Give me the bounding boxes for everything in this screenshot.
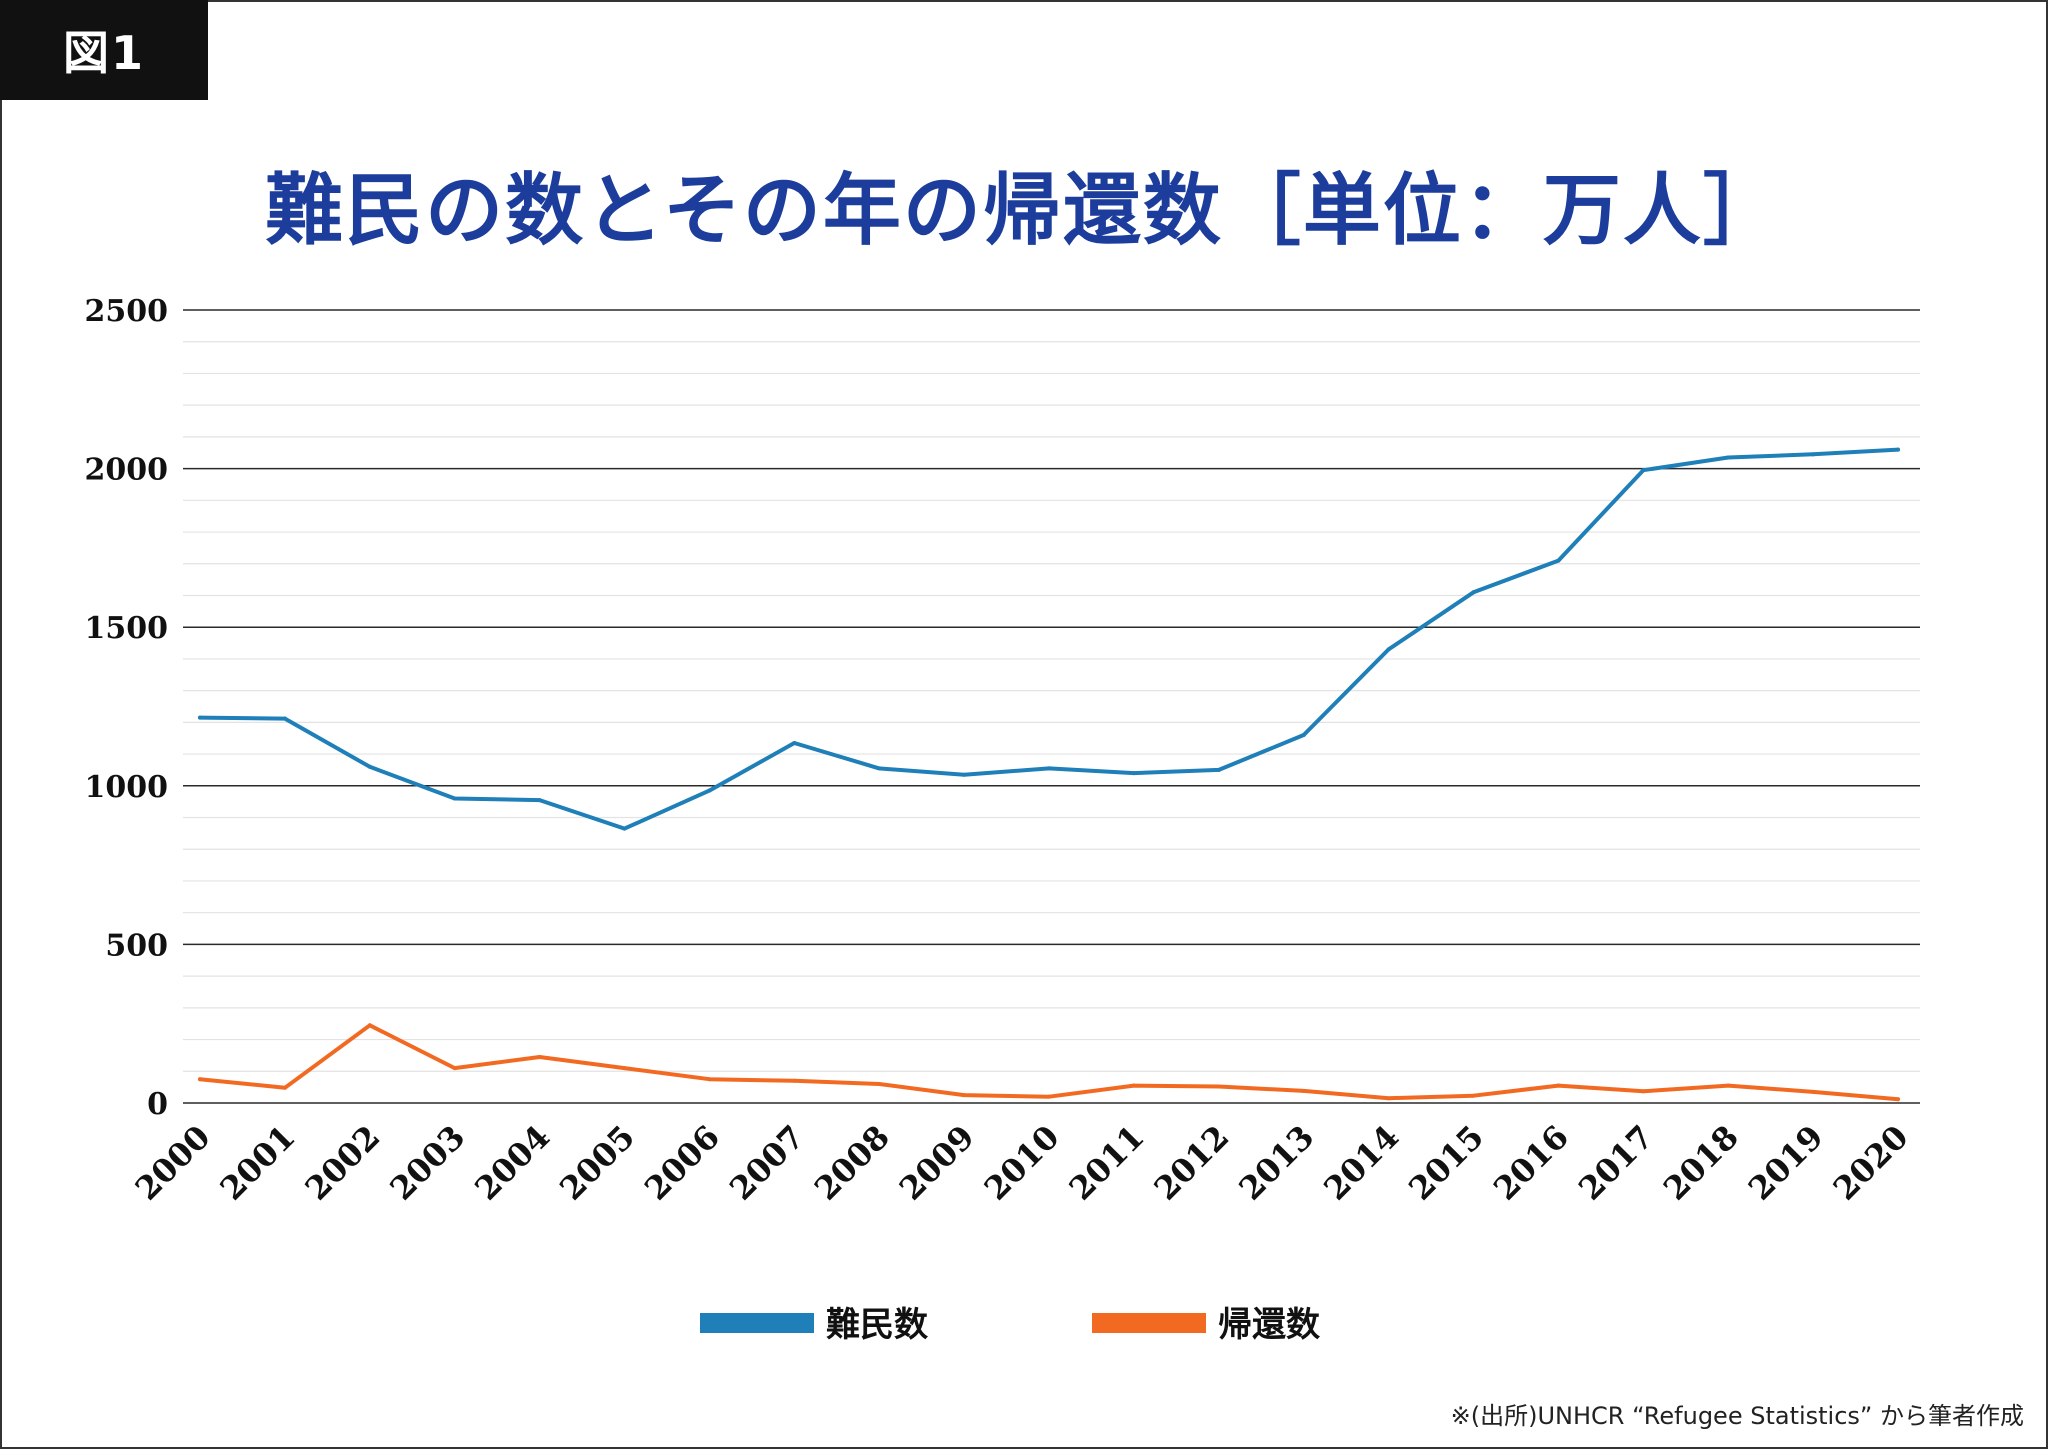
data-point [367,764,372,769]
data-point [1896,1097,1900,1102]
data-point [962,1093,967,1098]
data-point [1556,1083,1561,1088]
x-tick-label: 2004 [467,1118,557,1208]
data-point [1896,447,1900,452]
data-point [1726,455,1731,460]
data-point [1216,1084,1221,1089]
x-tick-label: 2003 [383,1118,473,1208]
data-point [1811,1089,1816,1094]
x-tick-label: 2018 [1656,1118,1746,1208]
x-tick-label: 2001 [213,1118,303,1208]
data-point [1047,766,1051,771]
data-point [792,1078,797,1083]
data-point [1386,1096,1391,1101]
data-point [367,1023,372,1028]
y-tick-label: 2500 [85,294,169,329]
x-tick-label: 2009 [892,1118,982,1208]
y-tick-label: 1000 [85,770,169,805]
x-tick-label: 2000 [128,1118,218,1208]
data-point [1216,767,1221,772]
data-point [1641,1089,1646,1094]
x-axis-ticks: 2000200120022003200420052006200720082009… [128,1118,1916,1208]
data-point [1131,1083,1136,1088]
source-note: ※(出所)UNHCR “Refugee Statistics” から筆者作成 [1450,1402,2024,1430]
data-point [1811,452,1816,457]
x-tick-label: 2008 [807,1118,897,1208]
x-tick-label: 2005 [552,1118,642,1208]
gridlines [183,309,1920,1104]
legend-label: 帰還数 [1218,1305,1320,1345]
data-point [877,766,882,771]
x-tick-label: 2017 [1571,1118,1661,1208]
legend-swatch [1092,1313,1206,1333]
legend: 難民数 帰還数 [700,1305,1320,1345]
x-tick-label: 2002 [298,1118,388,1208]
data-point [198,715,202,720]
x-tick-label: 2019 [1741,1118,1831,1208]
data-point [452,796,457,801]
data-point [1556,558,1561,563]
data-point [622,1066,627,1071]
data-point [282,1085,287,1090]
series-line-2 [198,1023,1900,1102]
data-point [198,1077,202,1082]
series-lines [198,447,1900,1102]
data-point [1471,1093,1476,1098]
x-tick-label: 2007 [722,1118,812,1208]
series-line-1 [198,447,1900,831]
data-point [537,798,542,803]
x-tick-label: 2010 [977,1118,1067,1208]
data-point [707,788,712,793]
data-point [1641,468,1646,473]
data-point [1301,1088,1306,1093]
data-point [537,1055,542,1060]
data-point [1386,647,1391,652]
legend-swatch [700,1313,814,1333]
x-tick-label: 2014 [1316,1118,1406,1208]
data-point [1047,1094,1051,1099]
y-tick-label: 500 [105,928,168,963]
legend-label: 難民数 [826,1305,928,1345]
chart-title: 難民の数とその年の帰還数［単位：万人］ [265,166,1783,256]
data-point [282,716,287,721]
y-axis-ticks: 0 500 1000 1500 2000 2500 [85,294,169,1122]
x-tick-label: 2011 [1062,1118,1152,1208]
data-point [707,1077,712,1082]
data-point [962,772,967,777]
x-tick-label: 2006 [637,1118,727,1208]
y-tick-label: 2000 [85,453,169,488]
x-tick-label: 2012 [1147,1118,1237,1208]
data-point [792,740,797,745]
x-tick-label: 2013 [1232,1118,1322,1208]
data-point [452,1066,457,1071]
data-point [1301,733,1306,738]
x-tick-label: 2020 [1826,1118,1916,1208]
data-point [1726,1083,1731,1088]
x-tick-label: 2016 [1486,1118,1576,1208]
y-tick-label: 0 [147,1087,168,1122]
data-point [1131,771,1136,776]
y-tick-label: 1500 [85,611,169,646]
data-point [1471,590,1476,595]
x-tick-label: 2015 [1401,1118,1491,1208]
data-point [877,1081,882,1086]
data-point [622,826,627,831]
figure-number-badge: 図1 [0,0,208,100]
